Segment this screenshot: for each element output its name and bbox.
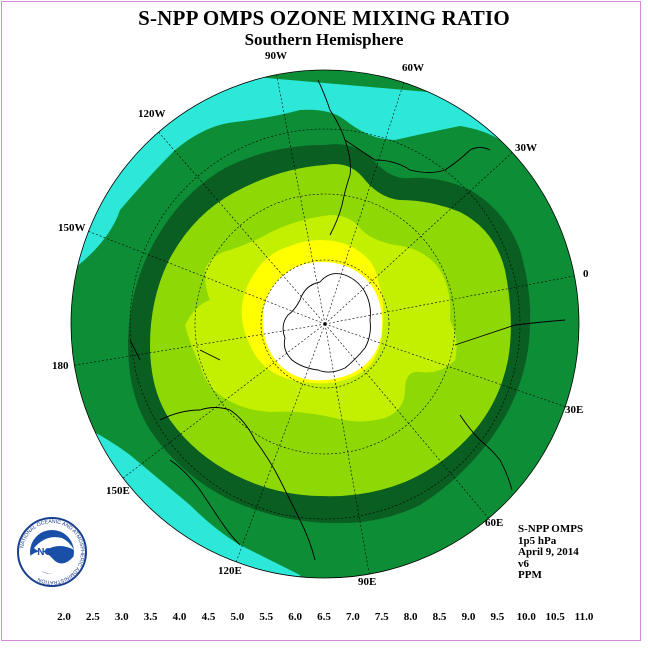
coastlines bbox=[129, 79, 566, 561]
frame-border bbox=[1, 1, 641, 641]
info-date: April 9, 2014 bbox=[518, 546, 579, 558]
info-version: v6 bbox=[518, 557, 529, 570]
map-subtitle: Southern Hemisphere bbox=[244, 30, 404, 49]
africa-coast bbox=[454, 319, 566, 491]
colorbar-tick-label: 9.0 bbox=[461, 611, 476, 623]
info-units: PPM bbox=[518, 569, 542, 581]
info-block: S-NPP OMPS 1p5 hPa April 9, 2014 v6 PPM bbox=[518, 523, 584, 582]
south-america-coast bbox=[317, 79, 491, 236]
colorbar-tick-label: 7.0 bbox=[346, 611, 360, 623]
colorbar-tick-label: 9.5 bbox=[490, 611, 505, 623]
lon-label-0: 0 bbox=[583, 268, 589, 280]
info-pressure: 1p5 hPa bbox=[518, 534, 557, 547]
lon-label-30w: 30W bbox=[515, 142, 537, 154]
colorbar-tick-label: 4.0 bbox=[172, 611, 187, 623]
colorbar-tick-label: 7.5 bbox=[374, 611, 389, 623]
colorbar-tick-label: 4.5 bbox=[201, 611, 216, 623]
no-data-center bbox=[262, 262, 383, 381]
meridian-lines bbox=[71, 71, 579, 578]
colorbar-tick-label: 8.5 bbox=[432, 611, 447, 623]
colorbar-tick-label: 6.5 bbox=[317, 611, 331, 623]
info-instrument: S-NPP OMPS bbox=[518, 523, 584, 535]
map-boundary bbox=[70, 69, 580, 579]
colorbar-tick-label: 10.5 bbox=[545, 611, 565, 623]
lon-label-150w: 150W bbox=[58, 222, 86, 234]
colorbar-tick-label: 2.0 bbox=[57, 611, 71, 623]
colorbar-tick-label: 8.0 bbox=[403, 611, 418, 623]
antarctica-coast bbox=[282, 273, 371, 373]
map-title: S-NPP OMPS OZONE MIXING RATIO bbox=[138, 6, 510, 30]
colorbar-tick-label: 3.0 bbox=[114, 611, 129, 623]
lon-label-90w: 90W bbox=[265, 50, 287, 62]
lon-label-60e: 60E bbox=[485, 517, 504, 529]
colorbar-tick-label: 6.0 bbox=[288, 611, 302, 623]
australia-coast bbox=[159, 407, 316, 561]
colorbar-tick-label: 2.5 bbox=[86, 611, 100, 623]
noaa-logo: NATIONAL OCEANIC AND ATMOSPHERIC ADMINIS… bbox=[17, 517, 87, 587]
colorbar-tick-label: 5.5 bbox=[259, 611, 274, 623]
colorbar bbox=[64, 597, 584, 609]
colorbar-tick-label: 11.0 bbox=[574, 611, 594, 623]
colorbar-tick-label: 10.0 bbox=[516, 611, 536, 623]
lon-label-180: 180 bbox=[52, 360, 69, 372]
south-pole-marker bbox=[323, 322, 327, 326]
lon-label-60w: 60W bbox=[402, 62, 424, 74]
lon-label-150e: 150E bbox=[106, 485, 130, 497]
colorbar-tick-label: 5.0 bbox=[230, 611, 245, 623]
lon-label-120w: 120W bbox=[138, 108, 166, 120]
noaa-text: NOAA bbox=[37, 547, 66, 558]
colorbar-tick-label: 3.5 bbox=[143, 611, 158, 623]
new-zealand-coast bbox=[129, 339, 221, 361]
lon-label-30e: 30E bbox=[565, 404, 584, 416]
lon-label-90e: 90E bbox=[358, 576, 377, 588]
lon-label-120e: 120E bbox=[218, 565, 242, 577]
